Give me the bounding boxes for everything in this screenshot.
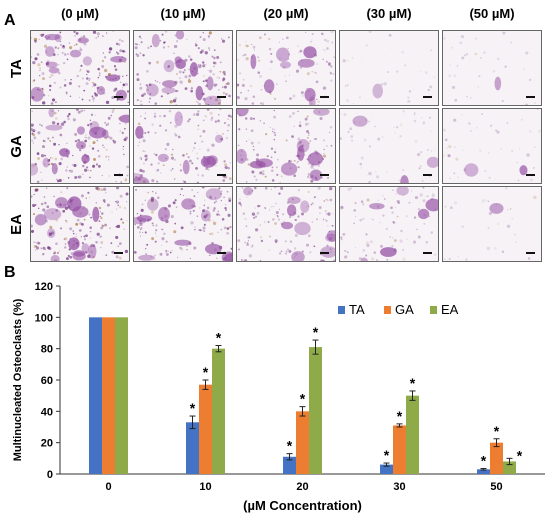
micrograph: [133, 30, 233, 106]
significance-marker: *: [216, 330, 222, 346]
row-label-text: TA: [7, 58, 25, 78]
y-tick-label: 120: [35, 281, 53, 293]
legend-swatch: [338, 306, 345, 314]
y-tick-label: 80: [41, 344, 53, 356]
scale-bar: [423, 96, 432, 98]
micrograph: [236, 186, 336, 262]
micrograph: [236, 30, 336, 106]
y-axis-label: Multinucleated Osteoclasts (%): [12, 298, 24, 461]
row-label: GA: [6, 108, 26, 184]
bar: [212, 348, 225, 474]
significance-marker: *: [397, 408, 403, 424]
panel-b: B 0 20 40 60 80 100 120 Multinucleated Osteocla…: [0, 262, 550, 520]
significance-marker: *: [410, 375, 416, 391]
significance-marker: *: [517, 447, 523, 463]
panel-b-letter: B: [4, 264, 16, 281]
panel-a-letter: A: [4, 12, 16, 29]
bar: [393, 425, 406, 474]
significance-marker: *: [190, 400, 196, 416]
scale-bar: [320, 96, 329, 98]
x-tick-label: 30: [393, 481, 405, 493]
micrograph: [30, 108, 130, 184]
scale-bar: [526, 174, 535, 176]
bar: [296, 411, 309, 474]
micrograph: [339, 186, 439, 262]
micrograph: [442, 108, 542, 184]
bar: [477, 469, 490, 474]
scale-bar: [526, 96, 535, 98]
panel-a: A (0 µM) (10 µM) (20 µM) (30 µM) (50 µM) TA G…: [4, 6, 542, 262]
scale-bar: [217, 96, 226, 98]
x-axis-label: (µM Concentration): [243, 498, 362, 513]
x-tick-label: 0: [105, 481, 111, 493]
significance-marker: *: [300, 391, 306, 407]
bar: [503, 461, 516, 474]
column-label: (20 µM): [263, 6, 309, 21]
y-tick-label: 20: [41, 438, 53, 450]
legend-label: TA: [349, 302, 365, 317]
scale-bar: [114, 96, 123, 98]
scale-bar: [423, 252, 432, 254]
micrograph: [30, 186, 130, 262]
column-label: (10 µM): [160, 6, 206, 21]
micrograph: [236, 108, 336, 184]
y-tick-label: 60: [41, 375, 53, 387]
bar: [102, 317, 115, 474]
bar: [115, 317, 128, 474]
row-label: TA: [6, 30, 26, 106]
row-label-text: GA: [7, 134, 25, 158]
scale-bar: [526, 252, 535, 254]
micrograph: [133, 186, 233, 262]
bar: [380, 464, 393, 474]
bar: [186, 422, 199, 474]
y-tick-label: 100: [35, 312, 53, 324]
bar: [490, 442, 503, 474]
significance-marker: *: [494, 423, 500, 439]
bar: [89, 317, 102, 474]
x-tick-label: 50: [490, 481, 502, 493]
scale-bar: [114, 252, 123, 254]
scale-bar: [320, 252, 329, 254]
significance-marker: *: [313, 324, 319, 340]
significance-marker: *: [203, 364, 209, 380]
y-tick-label: 0: [47, 469, 53, 481]
legend-swatch: [384, 306, 391, 314]
micrograph: [339, 108, 439, 184]
legend-swatch: [430, 306, 437, 314]
micrograph: [133, 108, 233, 184]
column-label: (30 µM): [366, 6, 412, 21]
row-label: EA: [6, 186, 26, 262]
micrograph: [339, 30, 439, 106]
x-tick-label: 20: [296, 481, 308, 493]
scale-bar: [320, 174, 329, 176]
column-label: (50 µM): [469, 6, 515, 21]
column-label: (0 µM): [61, 6, 99, 21]
significance-marker: *: [384, 447, 390, 463]
bar: [283, 456, 296, 474]
significance-marker: *: [481, 453, 487, 469]
bar: [309, 347, 322, 474]
x-tick-label: 10: [199, 481, 211, 493]
row-label-text: EA: [7, 213, 25, 235]
scale-bar: [423, 174, 432, 176]
micrograph: [442, 30, 542, 106]
y-tick-label: 40: [41, 406, 53, 418]
micrograph: [30, 30, 130, 106]
significance-marker: *: [287, 438, 293, 454]
bar: [199, 384, 212, 474]
scale-bar: [114, 174, 123, 176]
micrograph: [442, 186, 542, 262]
scale-bar: [217, 174, 226, 176]
bar: [406, 395, 419, 474]
scale-bar: [217, 252, 226, 254]
legend-label: GA: [395, 302, 414, 317]
legend-label: EA: [441, 302, 459, 317]
